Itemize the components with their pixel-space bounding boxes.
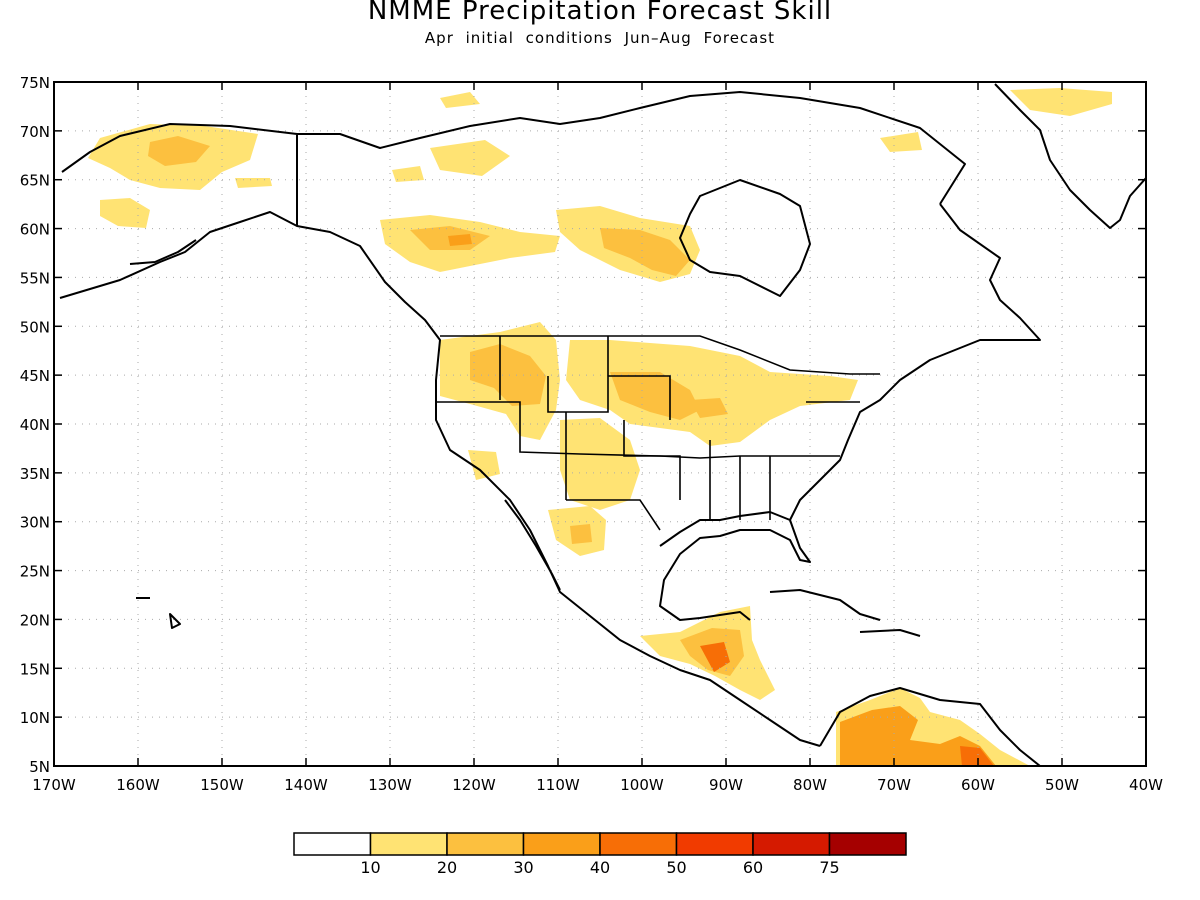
colorbar-swatch xyxy=(293,832,372,856)
skill-area-northern-rockies-core xyxy=(470,344,546,406)
lon-tick-label: 90W xyxy=(709,776,743,794)
colorbar-swatch xyxy=(752,832,831,856)
lat-tick-label: 25N xyxy=(20,563,50,581)
colorbar-label: 20 xyxy=(437,858,457,877)
skill-area-south-america-core xyxy=(840,706,996,766)
skill-area-south-america-peak xyxy=(960,746,994,766)
lat-tick-label: 70N xyxy=(20,123,50,141)
lat-tick-label: 30N xyxy=(20,514,50,532)
colorbar-labels: 10 20 30 40 50 60 75 xyxy=(360,858,839,877)
colorbar-label: 60 xyxy=(743,858,763,877)
lat-tick-label: 5N xyxy=(29,758,50,776)
colorbar-swatch xyxy=(369,832,448,856)
lat-tick-label: 75N xyxy=(20,74,50,92)
skill-area-arctic-b xyxy=(392,166,424,182)
colorbar-swatch xyxy=(446,832,525,856)
lon-tick-label: 130W xyxy=(368,776,412,794)
colorbar-swatch xyxy=(828,832,907,856)
skill-area-southwest xyxy=(560,418,640,510)
lon-tick-label: 140W xyxy=(284,776,328,794)
axis-ticks xyxy=(53,81,1147,767)
skill-area-great-basin xyxy=(468,450,500,480)
skill-area-central-america-peak xyxy=(700,642,730,672)
skill-area-central-plains-east xyxy=(690,398,728,418)
lon-tick-label: 60W xyxy=(961,776,995,794)
skill-area-mexico-core xyxy=(570,524,592,544)
lat-tick-label: 20N xyxy=(20,611,50,629)
colorbar-swatch xyxy=(675,832,754,856)
skill-area-alaska-core xyxy=(148,136,210,166)
lat-tick-label: 35N xyxy=(20,465,50,483)
political-borders xyxy=(436,335,880,531)
colorbar-label: 10 xyxy=(360,858,380,877)
lon-tick-label: 170W xyxy=(32,776,76,794)
colorbar-swatch xyxy=(599,832,678,856)
skill-shading xyxy=(88,88,1112,766)
longitude-labels: 170W 160W 150W 140W 130W 120W 110W 100W 90W 80W 70… xyxy=(32,776,1163,794)
lat-tick-label: 40N xyxy=(20,416,50,434)
colorbar-label: 75 xyxy=(819,858,839,877)
skill-area-greenland xyxy=(1010,88,1112,116)
skill-area-arctic xyxy=(430,140,510,176)
lat-tick-label: 55N xyxy=(20,269,50,287)
lon-tick-label: 70W xyxy=(877,776,911,794)
skill-area-central-plains xyxy=(566,340,858,446)
lat-tick-label: 60N xyxy=(20,221,50,239)
skill-area-hudson-west-core xyxy=(600,228,690,276)
map-subtitle: Apr initial conditions Jun–Aug Forecast xyxy=(424,29,776,47)
colorbar-label: 30 xyxy=(513,858,533,877)
lon-tick-label: 120W xyxy=(452,776,496,794)
skill-area-alaska-east xyxy=(235,178,272,188)
skill-area-arctic-c xyxy=(440,92,480,108)
lon-tick-label: 40W xyxy=(1129,776,1163,794)
lon-tick-label: 160W xyxy=(116,776,160,794)
graticule xyxy=(54,82,1146,766)
lat-tick-label: 15N xyxy=(20,660,50,678)
lon-tick-label: 50W xyxy=(1045,776,1079,794)
skill-area-arctic-d xyxy=(880,132,922,152)
lon-tick-label: 80W xyxy=(793,776,827,794)
lon-tick-label: 100W xyxy=(620,776,664,794)
lon-tick-label: 110W xyxy=(536,776,580,794)
lon-tick-label: 150W xyxy=(200,776,244,794)
colorbar xyxy=(293,832,907,856)
skill-area-alaska-sw xyxy=(100,198,150,228)
colorbar-label: 50 xyxy=(666,858,686,877)
lat-tick-label: 10N xyxy=(20,709,50,727)
map-title: NMME Precipitation Forecast Skill xyxy=(367,0,833,26)
skill-area-western-canada-peak xyxy=(448,234,472,246)
lat-tick-label: 50N xyxy=(20,318,50,336)
coastlines xyxy=(59,83,1146,766)
colorbar-swatch xyxy=(522,832,601,856)
colorbar-label: 40 xyxy=(590,858,610,877)
skill-area-central-plains-core xyxy=(610,372,700,420)
latitude-labels: 75N 70N 65N 60N 55N 50N 45N 40N 35N 30N 25N 20N 15N 1… xyxy=(20,74,50,776)
lat-tick-label: 45N xyxy=(20,367,50,385)
lat-tick-label: 65N xyxy=(20,172,50,190)
